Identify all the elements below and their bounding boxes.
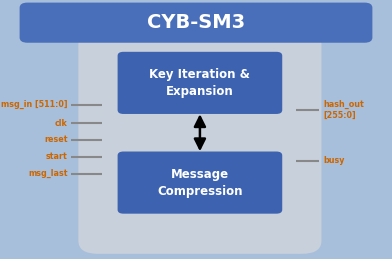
- Text: busy: busy: [323, 156, 345, 165]
- Text: Key Iteration &
Expansion: Key Iteration & Expansion: [149, 68, 250, 98]
- FancyBboxPatch shape: [20, 3, 372, 43]
- Text: start: start: [46, 152, 67, 161]
- Text: hash_out
[255:0]: hash_out [255:0]: [323, 100, 364, 120]
- FancyBboxPatch shape: [78, 31, 321, 254]
- Text: msg_in [511:0]: msg_in [511:0]: [1, 100, 67, 110]
- Text: msg_last: msg_last: [28, 169, 67, 178]
- Text: CYB-SM3: CYB-SM3: [147, 13, 245, 32]
- Text: clk: clk: [54, 119, 67, 127]
- Text: reset: reset: [44, 135, 67, 144]
- Text: Message
Compression: Message Compression: [157, 168, 243, 198]
- FancyBboxPatch shape: [118, 52, 282, 114]
- FancyBboxPatch shape: [118, 152, 282, 214]
